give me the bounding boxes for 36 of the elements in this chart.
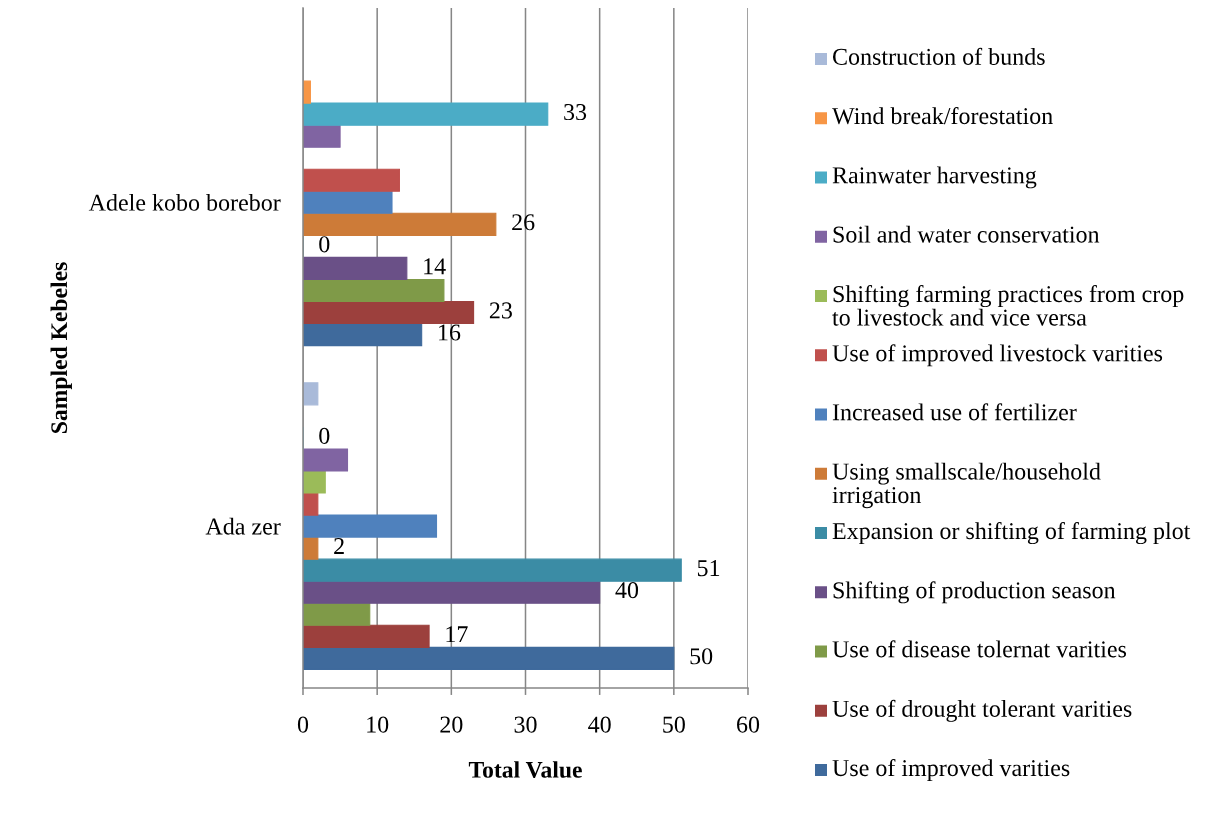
data-label: 51 xyxy=(697,560,720,577)
x-tick-label: 40 xyxy=(588,716,611,733)
data-label: 33 xyxy=(564,103,587,121)
y-tick-label: Adele kobo borebor xyxy=(88,193,281,211)
legend-label: Soil and water conservation xyxy=(833,225,1100,243)
x-tick-label: 60 xyxy=(737,716,760,733)
data-label: 23 xyxy=(489,302,512,319)
data-label: 17 xyxy=(446,626,468,643)
x-tick-label: 50 xyxy=(663,716,685,733)
x-tick-label: 0 xyxy=(297,716,309,733)
x-tick-label: 10 xyxy=(367,716,389,733)
legend-label: Use of drought tolerant varities xyxy=(832,699,1132,722)
legend-label: Increased use of fertilizer xyxy=(832,403,1077,421)
data-label: 2 xyxy=(334,538,344,554)
data-label: 50 xyxy=(690,648,713,665)
data-label: 16 xyxy=(439,324,461,341)
x-tick-label: 20 xyxy=(440,716,463,733)
data-label: 14 xyxy=(424,258,446,275)
legend-label: Wind break/forestation xyxy=(832,107,1053,125)
data-label: 0 xyxy=(319,236,330,253)
data-label: 0 xyxy=(319,427,330,444)
legend-label: Use of improved varities xyxy=(832,759,1070,782)
y-tick-label: Ada zer xyxy=(205,517,281,535)
legend-label: Rainwater harvesting xyxy=(832,166,1037,189)
data-label: 40 xyxy=(615,582,639,599)
legend-label: Using smallscale/household irrigation xyxy=(832,462,1101,509)
legend-label: Shifting of production season xyxy=(833,581,1116,604)
legend-label: Construction of bunds xyxy=(832,47,1045,65)
legend-label: Expansion or shifting of farming plot xyxy=(832,522,1191,545)
x-tick-label: 30 xyxy=(514,716,537,733)
legend-label: Shifting farming practices from crop to livestock and vice versa xyxy=(832,285,1184,326)
y-axis-title: Sampled Kebeles xyxy=(50,262,72,433)
data-label: 26 xyxy=(512,214,535,231)
legend-label: Use of improved livestock varities xyxy=(832,344,1163,367)
legend-label: Use of disease tolernat varities xyxy=(832,640,1127,658)
x-axis-title: Total Value xyxy=(468,761,582,778)
